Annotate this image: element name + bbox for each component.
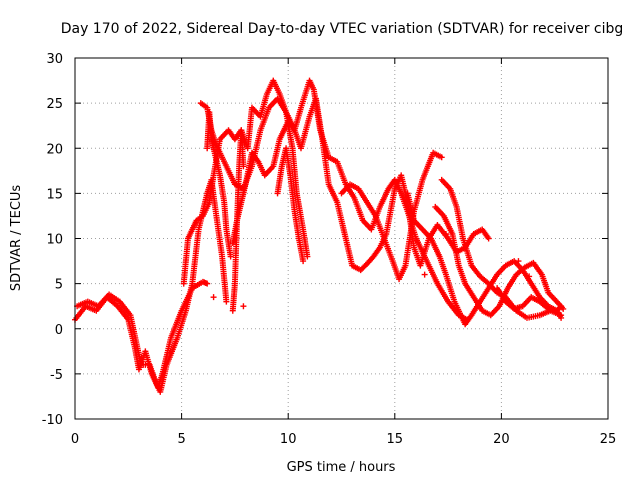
data-point-marker xyxy=(485,235,492,242)
grid-layer xyxy=(75,58,608,419)
x-axis-label: GPS time / hours xyxy=(287,460,396,475)
x-tick-label: 25 xyxy=(600,432,617,447)
series-arc-g xyxy=(338,149,445,283)
series-arc-b xyxy=(74,291,149,368)
data-point-marker xyxy=(240,163,247,170)
series-arc-l xyxy=(204,109,234,260)
y-tick-label: -5 xyxy=(50,368,63,383)
data-point-marker xyxy=(442,230,449,237)
data-point-marker xyxy=(438,154,445,161)
data-point-marker xyxy=(240,303,247,310)
data-point-marker xyxy=(421,271,428,278)
y-tick-label: 5 xyxy=(55,278,63,293)
x-tick-label: 10 xyxy=(280,432,297,447)
series-arc-k xyxy=(494,285,565,314)
data-point-marker xyxy=(300,258,307,265)
y-tick-label: 15 xyxy=(46,187,63,202)
series-arc-n xyxy=(274,145,307,265)
data-point-marker xyxy=(204,280,211,287)
y-tick-label: -10 xyxy=(42,413,63,428)
series-layer xyxy=(72,77,567,395)
series-scatter xyxy=(210,230,533,310)
data-point-marker xyxy=(227,253,234,260)
y-tick-label: 25 xyxy=(46,97,63,112)
x-tick-label: 15 xyxy=(387,432,404,447)
series-arc-m xyxy=(229,127,247,314)
data-point-marker xyxy=(223,298,230,305)
x-tick-label: 0 xyxy=(71,432,79,447)
tick-layer: 0 5 10 15 20 25 -10 -5 0 5 10 15 20 25 30 xyxy=(42,52,617,447)
data-point-marker xyxy=(304,253,311,260)
series-arc-c xyxy=(146,176,230,395)
y-axis-label: SDTVAR / TECUs xyxy=(9,185,24,292)
y-tick-label: 30 xyxy=(46,52,63,67)
y-tick-label: 0 xyxy=(55,323,63,338)
data-point-marker xyxy=(515,258,522,265)
data-point-marker xyxy=(210,294,217,301)
data-point-marker xyxy=(526,273,533,280)
plot-frame xyxy=(74,57,609,420)
y-tick-label: 10 xyxy=(46,233,63,248)
chart-title: Day 170 of 2022, Sidereal Day-to-day VTE… xyxy=(61,21,624,37)
data-point-marker xyxy=(558,312,565,319)
y-tick-label: 20 xyxy=(46,142,63,157)
data-point-marker xyxy=(558,303,565,310)
x-tick-label: 5 xyxy=(177,432,185,447)
x-tick-label: 20 xyxy=(493,432,510,447)
